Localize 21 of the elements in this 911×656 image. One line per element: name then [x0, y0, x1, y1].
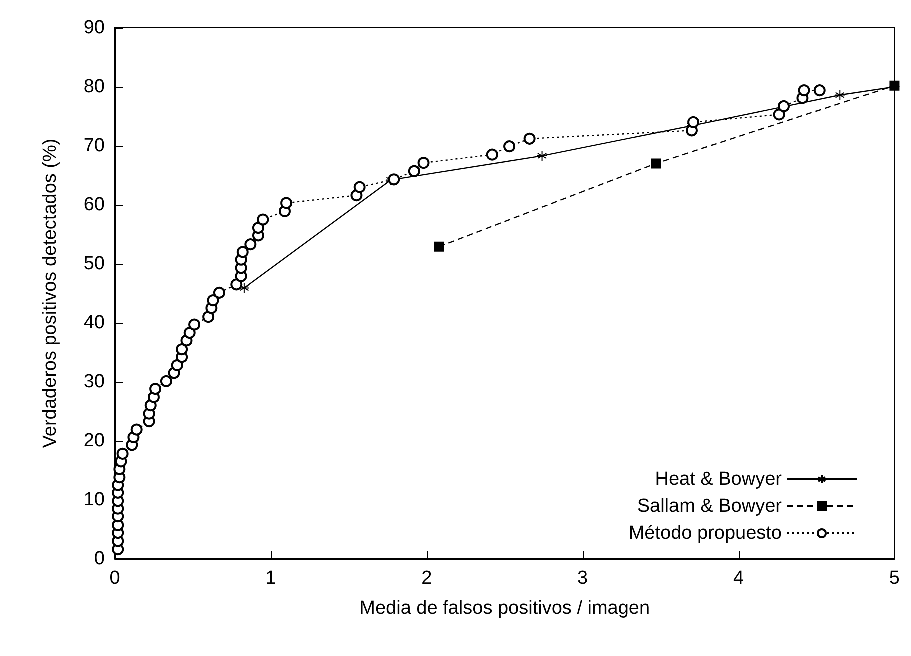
legend-label: Método propuesto [628, 523, 782, 544]
legend-label: Sallam & Bowyer [637, 496, 783, 517]
legend-label: Heat & Bowyer [655, 469, 783, 490]
y-tick-label: 70 [84, 136, 105, 156]
y-tick-label: 90 [84, 18, 105, 38]
x-tick-label: 1 [266, 568, 276, 589]
x-tick-label: 2 [422, 568, 432, 589]
y-axis-title: Verdaderos positivos detectados (%) [40, 138, 61, 448]
y-tick-label: 10 [84, 490, 105, 510]
y-tick-label: 80 [84, 76, 105, 98]
x-tick-label: 5 [889, 568, 900, 589]
y-tick-label: 0 [94, 548, 105, 570]
y-tick-label: 60 [84, 194, 105, 216]
y-tick-label: 30 [84, 372, 105, 392]
y-tick-label: 50 [84, 254, 105, 274]
y-tick-label: 20 [84, 430, 105, 452]
y-tick-label: 40 [84, 312, 105, 334]
x-axis-title: Media de falsos positivos / imagen [360, 598, 650, 619]
x-tick-label: 0 [110, 568, 120, 589]
x-tick-label: 4 [733, 568, 744, 589]
x-tick-label: 3 [578, 568, 588, 589]
